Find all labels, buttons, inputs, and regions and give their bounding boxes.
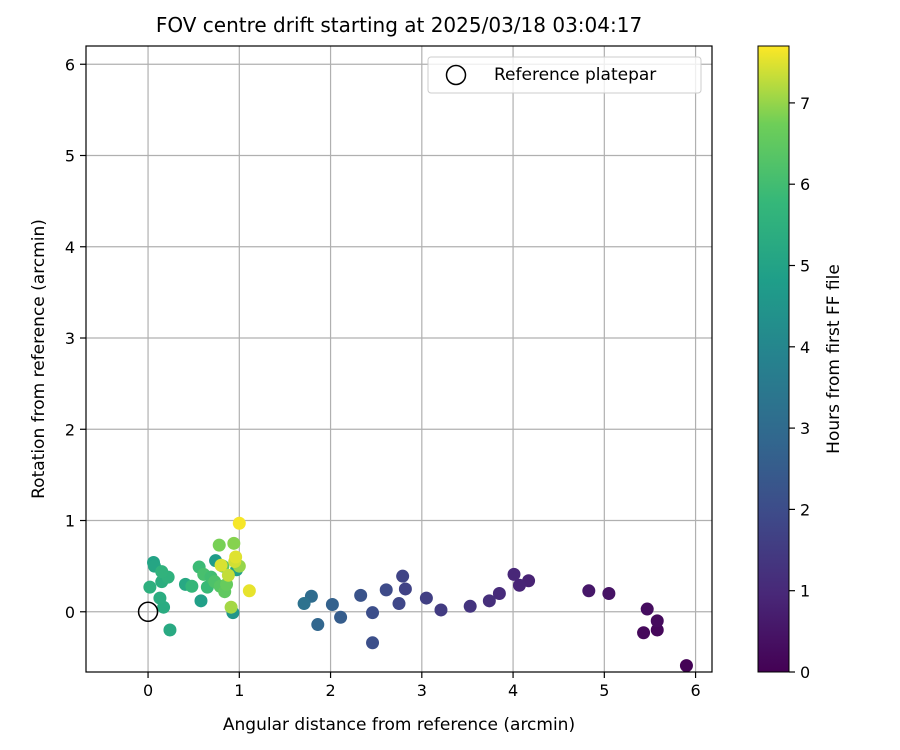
colorbar-tick-label: 7 — [800, 94, 810, 113]
colorbar-label: Hours from first FF file — [824, 264, 844, 454]
x-tick-label: 0 — [143, 681, 153, 700]
data-point — [325, 597, 339, 611]
data-point — [214, 558, 228, 572]
data-point — [224, 600, 238, 614]
data-point — [650, 614, 664, 628]
data-point — [242, 584, 256, 598]
data-point — [185, 579, 199, 593]
data-point — [507, 567, 521, 581]
colorbar-tick-label: 1 — [800, 582, 810, 601]
chart-title: FOV centre drift starting at 2025/03/18 … — [156, 13, 642, 37]
x-tick-label: 6 — [690, 681, 700, 700]
data-point — [392, 597, 406, 611]
x-axis-ticks: 0 1 2 3 4 5 6 — [143, 672, 701, 700]
data-point — [232, 516, 246, 530]
data-point — [396, 569, 410, 583]
data-point — [163, 623, 177, 637]
x-tick-label: 5 — [599, 681, 609, 700]
data-point — [194, 594, 208, 608]
data-point — [311, 618, 325, 632]
data-point — [229, 550, 243, 564]
y-axis-label: Rotation from reference (arcmin) — [29, 219, 49, 499]
data-point — [419, 591, 433, 605]
colorbar-tick-label: 0 — [800, 663, 810, 682]
colorbar-tick-label: 2 — [800, 500, 810, 519]
y-tick-label: 0 — [65, 603, 75, 622]
y-tick-label: 6 — [65, 55, 75, 74]
y-tick-label: 4 — [65, 238, 75, 257]
colorbar-tick-label: 6 — [800, 175, 810, 194]
data-point — [512, 578, 526, 592]
data-point — [637, 626, 651, 640]
colorbar: 0 1 2 3 4 5 6 7 Hours from first FF file — [757, 45, 844, 682]
colorbar-tick-label: 3 — [800, 419, 810, 438]
x-tick-label: 4 — [508, 681, 518, 700]
data-point — [679, 659, 693, 672]
data-point — [463, 599, 477, 613]
data-points — [143, 516, 693, 672]
data-point — [492, 587, 506, 601]
data-point — [227, 536, 241, 550]
reference-platepar-marker — [137, 601, 159, 623]
data-point — [640, 602, 654, 616]
colorbar-tick-label: 4 — [800, 338, 810, 357]
colorbar-gradient — [757, 45, 790, 673]
data-point — [297, 597, 311, 611]
data-point — [143, 580, 157, 594]
y-axis-ticks: 0 1 2 3 4 5 6 — [65, 55, 86, 622]
x-tick-label: 1 — [234, 681, 244, 700]
legend-label: Reference platepar — [494, 65, 656, 85]
y-tick-label: 3 — [65, 329, 75, 348]
data-point — [434, 603, 448, 617]
data-point — [379, 583, 393, 597]
data-point — [334, 610, 348, 624]
data-point — [212, 538, 226, 552]
y-tick-label: 1 — [65, 512, 75, 531]
colorbar-tick-label: 5 — [800, 257, 810, 276]
data-point — [354, 588, 368, 602]
data-point — [366, 606, 380, 620]
plot-frame — [85, 45, 713, 673]
x-axis-label: Angular distance from reference (arcmin) — [223, 715, 575, 735]
data-point — [398, 582, 412, 596]
x-tick-label: 2 — [325, 681, 335, 700]
legend-box — [427, 56, 702, 94]
data-point — [221, 568, 235, 582]
data-point — [153, 591, 167, 605]
colorbar-ticks: 0 1 2 3 4 5 6 7 — [789, 94, 810, 682]
y-tick-label: 2 — [65, 420, 75, 439]
data-point — [366, 636, 380, 650]
data-point — [602, 587, 616, 601]
data-point — [650, 623, 664, 637]
data-point — [582, 584, 596, 598]
data-point — [155, 565, 169, 579]
x-tick-label: 3 — [417, 681, 427, 700]
legend: Reference platepar — [427, 56, 702, 94]
legend-marker — [445, 64, 467, 86]
data-point — [482, 594, 496, 608]
y-tick-label: 5 — [65, 147, 75, 166]
